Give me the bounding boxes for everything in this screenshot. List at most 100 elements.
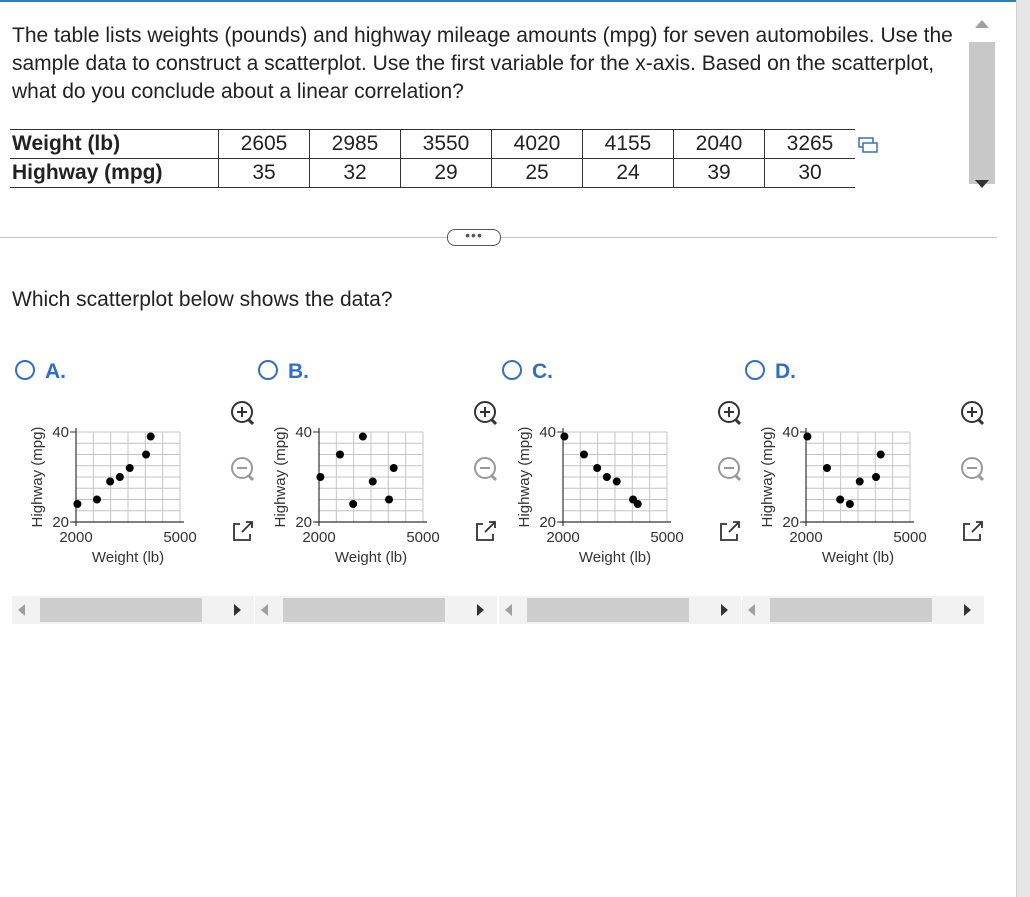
scroll-left-icon[interactable] [18,604,25,616]
x-tick-label: 2000 [546,529,579,546]
page-scrollbar[interactable] [1016,0,1030,897]
y-tick-label: 20 [295,514,312,531]
x-axis-label: Weight (lb) [822,549,894,566]
option-letter: D. [775,360,796,383]
x-tick-label: 5000 [650,529,683,546]
data-point [73,500,82,508]
x-axis-label: Weight (lb) [92,549,164,566]
data-point [316,473,325,481]
data-point [358,432,367,441]
radio-button[interactable] [745,360,765,380]
scroll-down-icon[interactable] [975,180,989,188]
data-point [872,473,881,481]
popout-icon[interactable] [963,521,983,541]
radio-button[interactable] [502,360,522,380]
y-tick-label: 20 [782,514,799,531]
data-point [560,432,569,441]
y-tick-label: 20 [52,514,69,531]
y-tick-label: 40 [539,424,556,441]
mpg-cell: 30 [764,158,855,188]
data-point [803,432,812,441]
data-point [855,477,864,486]
weight-cell: 4155 [582,129,674,159]
scroll-right-icon[interactable] [964,604,971,616]
zoom-out-icon[interactable] [474,457,498,482]
x-tick-label: 2000 [789,529,822,546]
table-row: Highway (mpg) 35 32 29 25 24 39 30 [10,158,855,188]
sub-question-prompt: Which scatterplot below shows the data? [12,288,393,311]
option-b[interactable]: B. 40 20 2000 5000 Weight (lb) Highway (mpg) [255,355,498,625]
scroll-thumb[interactable] [40,598,202,622]
weight-cell: 2985 [309,129,401,159]
option-letter: B. [288,360,309,383]
scroll-right-icon[interactable] [234,604,241,616]
scatterplot: 40 20 2000 5000 Weight (lb) Highway (mpg) [255,397,498,587]
popout-icon[interactable] [233,521,253,541]
scroll-thumb[interactable] [527,598,689,622]
x-tick-label: 5000 [163,529,196,546]
more-button[interactable]: ••• [447,228,501,246]
x-tick-label: 2000 [302,529,335,546]
zoom-in-icon[interactable] [231,401,255,426]
scroll-left-icon[interactable] [748,604,755,616]
option-a[interactable]: A. 40 20 2000 5000 Weight (lb) Highway (mpg) [12,355,255,625]
scatterplot: 40 20 2000 5000 Weight (lb) Highway (mpg) [499,397,742,587]
zoom-out-icon[interactable] [961,457,985,482]
radio-button[interactable] [258,360,278,380]
zoom-in-icon[interactable] [961,401,985,426]
y-tick-label: 40 [782,424,799,441]
horizontal-scrollbar[interactable] [12,596,254,624]
option-letter: A. [45,360,66,383]
row-header-weight: Weight (lb) [10,129,219,159]
data-point [836,495,845,504]
y-axis-label: Highway (mpg) [516,427,533,528]
scroll-up-icon[interactable] [975,20,989,28]
popout-icon[interactable] [476,521,496,541]
x-axis-label: Weight (lb) [579,549,651,566]
y-axis-label: Highway (mpg) [272,427,289,528]
horizontal-scrollbar[interactable] [742,596,984,624]
zoom-out-icon[interactable] [718,457,742,482]
scroll-left-icon[interactable] [505,604,512,616]
zoom-in-icon[interactable] [474,401,498,426]
mpg-cell: 29 [400,158,492,188]
data-point [368,477,377,486]
y-tick-label: 20 [539,514,556,531]
scatterplot: 40 20 2000 5000 Weight (lb) Highway (mpg) [12,397,255,587]
scroll-left-icon[interactable] [261,604,268,616]
data-point [845,500,854,508]
scroll-thumb[interactable] [770,598,932,622]
scatterplot: 40 20 2000 5000 Weight (lb) Highway (mpg) [742,397,985,587]
top-accent-line [0,0,1030,2]
y-axis-label: Highway (mpg) [759,427,776,528]
x-tick-label: 5000 [893,529,926,546]
y-tick-label: 40 [295,424,312,441]
option-d[interactable]: D. 40 20 2000 5000 Weight (lb) Highway (mpg) [742,355,985,625]
radio-button[interactable] [15,360,35,380]
horizontal-scrollbar[interactable] [255,596,497,624]
data-point [876,450,885,459]
data-point [633,500,642,508]
option-letter: C. [532,360,553,383]
scroll-thumb[interactable] [283,598,445,622]
scroll-thumb[interactable] [969,42,995,184]
data-point [115,473,124,481]
data-table: Weight (lb) 2605 2985 3550 4020 4155 204… [10,129,855,188]
x-tick-label: 5000 [406,529,439,546]
option-c[interactable]: C. 40 20 2000 5000 Weight (lb) Highway (mpg) [499,355,742,625]
popout-icon[interactable] [720,521,740,541]
horizontal-scrollbar[interactable] [499,596,741,624]
weight-cell: 2040 [673,129,765,159]
data-point [125,464,134,472]
zoom-in-icon[interactable] [718,401,742,426]
scroll-right-icon[interactable] [477,604,484,616]
weight-cell: 2605 [218,129,310,159]
table-vertical-scrollbar[interactable] [967,14,997,202]
copy-icon[interactable] [857,136,879,154]
x-tick-label: 2000 [59,529,92,546]
scroll-right-icon[interactable] [721,604,728,616]
zoom-out-icon[interactable] [231,457,255,482]
question-text: The table lists weights (pounds) and hig… [12,24,953,103]
